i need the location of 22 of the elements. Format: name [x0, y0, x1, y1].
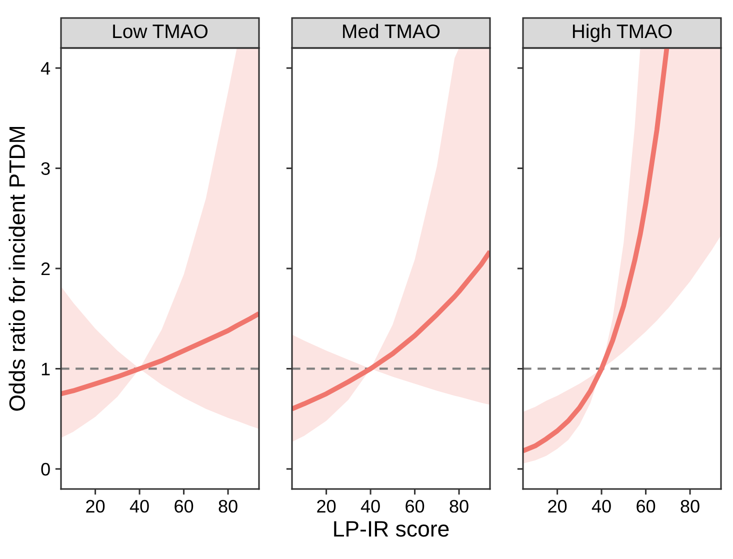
chart-title: High TMAO: [572, 24, 672, 42]
x-tick-label: 60: [636, 500, 656, 513]
chart-title: Med TMAO: [343, 24, 440, 38]
x-tick-label: 80: [218, 500, 238, 513]
y-tick-label: 3: [41, 162, 50, 175]
x-tick-label: 20: [86, 500, 105, 513]
x-tick-label: 60: [174, 500, 194, 513]
y-tick-label: 1: [42, 362, 50, 376]
y-tick-label: 4: [40, 62, 50, 75]
y-tick-label: 0: [41, 462, 50, 476]
x-axis-title: LP-IR score: [334, 521, 449, 537]
x-tick-label: 80: [680, 500, 700, 513]
x-tick-label: 40: [360, 500, 380, 513]
x-tick-label: 20: [317, 500, 336, 513]
chart-title: Low TMAO: [113, 24, 208, 38]
x-tick-label: 20: [548, 500, 567, 513]
x-tick-label: 40: [592, 500, 611, 513]
y-axis-title: Odds ratio for incident PTDM: [8, 127, 26, 411]
x-tick-label: 60: [406, 500, 424, 513]
y-tick-label: 2: [41, 262, 50, 276]
x-tick-label: 80: [450, 500, 468, 513]
x-tick-label: 40: [130, 500, 149, 513]
